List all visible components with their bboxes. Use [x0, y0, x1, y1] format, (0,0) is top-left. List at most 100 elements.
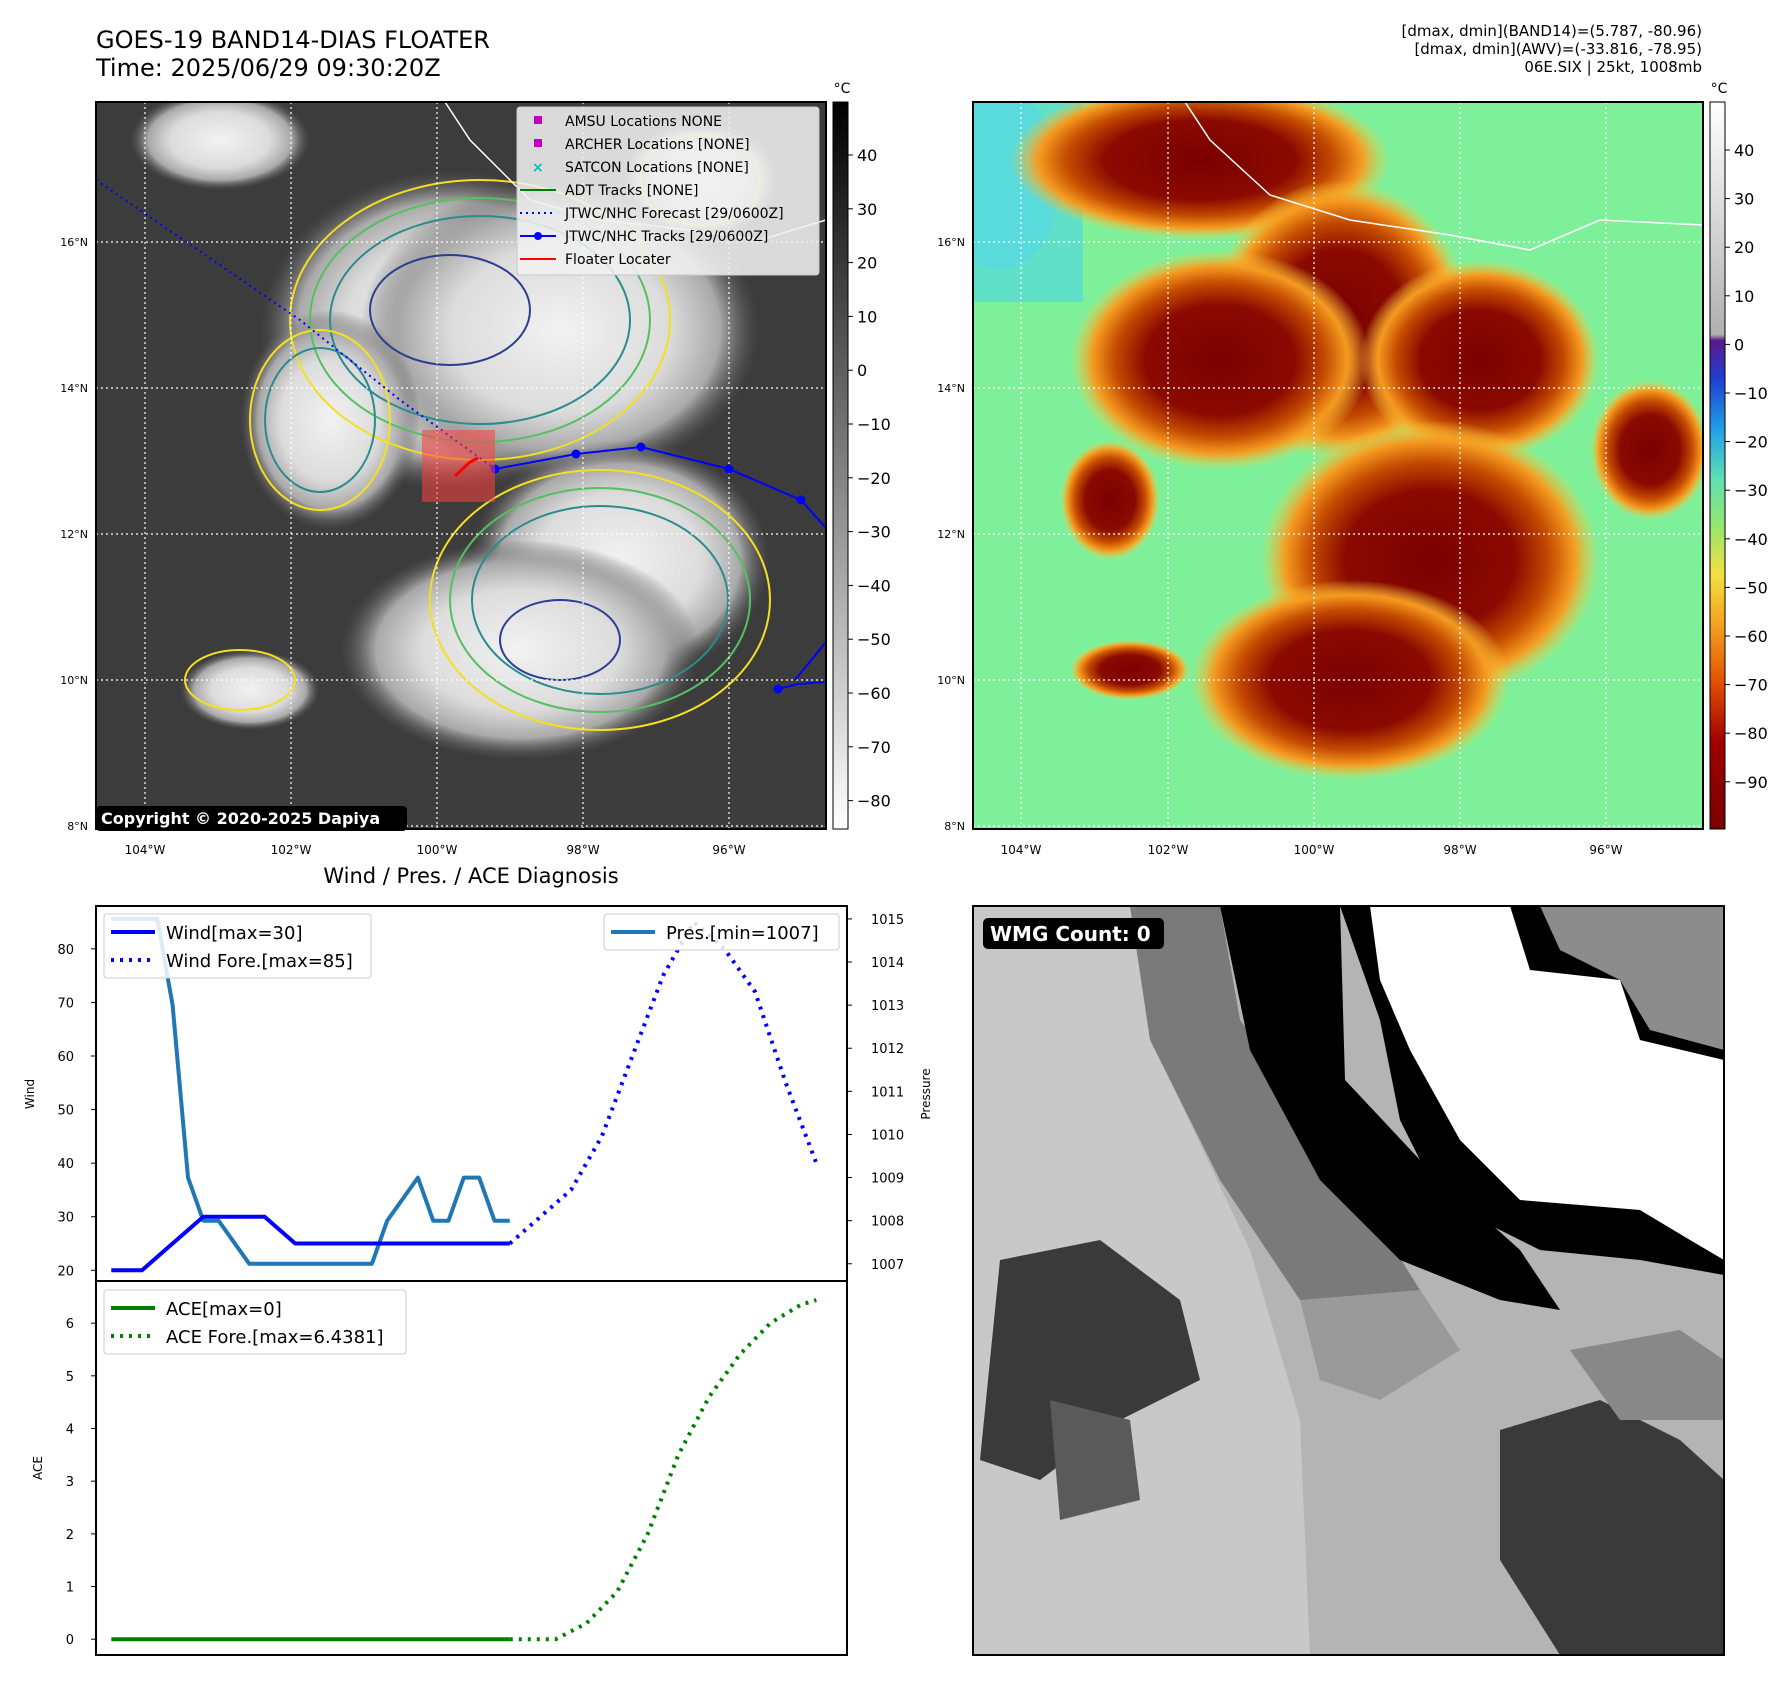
ace-y-axis: 0 1 2 3 4 5 6	[66, 1317, 96, 1648]
y-tick-label: 1007	[871, 1258, 904, 1273]
copyright-text: Copyright © 2020-2025 Dapiya	[101, 809, 380, 828]
figure-info: [dmax, dmin](BAND14)=(5.787, -80.96) [dm…	[1402, 22, 1702, 76]
colorbar-tick-label: −40	[1734, 530, 1768, 549]
y-tick-label: 1008	[871, 1215, 904, 1230]
wmg-panel: WMG Count: 0	[972, 905, 1725, 1656]
colorbar-tick-label: 10	[1734, 287, 1754, 306]
left-map-lat-ticks: 16°N 14°N 12°N 10°N 8°N	[60, 236, 88, 833]
info-line-2: [dmax, dmin](AWV)=(-33.816, -78.95)	[1414, 40, 1702, 58]
y-tick-label: 1011	[871, 1085, 904, 1100]
lon-tick: 98°W	[1443, 843, 1476, 857]
diagnosis-panel: Wind / Pres. / ACE Diagnosis 20304050607…	[23, 864, 933, 1656]
wmg-count: WMG Count: 0	[990, 922, 1151, 946]
colorbar-tick-label: 10	[857, 307, 877, 326]
lon-tick: 96°W	[1589, 843, 1622, 857]
ir-map-panel: AMSU Locations NONE ARCHER Locations [NO…	[60, 81, 891, 857]
jtwc-track	[490, 442, 826, 694]
title-line-2: Time: 2025/06/29 09:30:20Z	[96, 54, 441, 82]
colorbar-unit: °C	[834, 81, 851, 97]
colorbar-tick-label: −60	[1734, 627, 1768, 646]
y-tick-label: 30	[57, 1211, 74, 1226]
colorbar-tick-label: −10	[1734, 384, 1768, 403]
colorbar-tick-label: 30	[857, 200, 877, 219]
floater-locater-line	[453, 456, 479, 478]
satcon-x-icon: ×	[532, 160, 544, 176]
awv-map-imagery	[973, 102, 1703, 829]
y-tick-label: 1009	[871, 1172, 904, 1187]
colorbar-tick-label: 30	[1734, 190, 1754, 209]
info-line-1: [dmax, dmin](BAND14)=(5.787, -80.96)	[1401, 22, 1702, 40]
colorbar-tick-label: 20	[1734, 238, 1754, 257]
colorbar-tick-label: −50	[857, 630, 891, 649]
info-line-3: 06E.SIX | 25kt, 1008mb	[1524, 58, 1702, 76]
right-map-lon-ticks: 104°W 102°W 100°W 98°W 96°W	[1001, 843, 1623, 857]
y-tick-label: 80	[57, 943, 74, 958]
colorbar-unit: °C	[1711, 81, 1728, 97]
colorbar-tick-label: 40	[857, 146, 877, 165]
y-tick-label: 4	[66, 1422, 74, 1437]
colorbar-tick-label: −30	[857, 523, 891, 542]
wmg-count-badge	[983, 918, 1164, 949]
pressure-line	[111, 916, 510, 1266]
pressure-y-label: Pressure	[919, 1068, 933, 1119]
y-tick-label: 3	[66, 1475, 74, 1490]
wind-plot	[111, 916, 819, 1273]
wmg-imagery	[973, 906, 1724, 1655]
right-map-lat-ticks: 16°N 14°N 12°N 10°N 8°N	[937, 236, 965, 833]
colorbar-tick-label: −80	[857, 792, 891, 811]
awv-map-panel: 104°W 102°W 100°W 98°W 96°W 16°N 14°N 12…	[937, 81, 1768, 857]
lat-tick: 10°N	[60, 674, 88, 687]
legend-wind-fore: Wind Fore.[max=85]	[166, 951, 353, 972]
y-tick-label: 5	[66, 1370, 74, 1385]
legend-satcon: SATCON Locations [NONE]	[565, 160, 749, 176]
lon-tick: 96°W	[712, 843, 745, 857]
ace-y-label: ACE	[31, 1456, 45, 1480]
colorbar-tick-label: 20	[857, 254, 877, 273]
lon-tick: 98°W	[566, 843, 599, 857]
figure-title: GOES-19 BAND14-DIAS FLOATER Time: 2025/0…	[96, 26, 490, 82]
colorbar-tick-label: 0	[857, 361, 867, 380]
lat-tick: 16°N	[60, 236, 88, 249]
map-legend: AMSU Locations NONE ARCHER Locations [NO…	[516, 106, 820, 276]
colorbar-tick-label: −80	[1734, 724, 1768, 743]
lat-tick: 12°N	[937, 528, 965, 541]
y-tick-label: 20	[57, 1264, 74, 1279]
amsu-marker	[534, 116, 542, 124]
ace-legend: ACE[max=0] ACE Fore.[max=6.4381]	[103, 1289, 407, 1355]
colorbar-tick-label: −70	[1734, 676, 1768, 695]
colorbar-tick-label: −40	[857, 576, 891, 595]
wind-line	[111, 1214, 510, 1273]
colorbar-tick-label: −70	[857, 738, 891, 757]
lat-tick: 8°N	[944, 820, 965, 833]
lat-tick: 10°N	[937, 674, 965, 687]
wind-legend: Wind[max=30] Wind Fore.[max=85]	[103, 913, 372, 979]
colorbar-tick-label: 0	[1734, 335, 1744, 354]
color-colorbar: °C 40 30 20 10 0 −10 −20 −30 −40 −50 −60 −70 −80 −90	[1709, 81, 1768, 830]
y-tick-label: 0	[66, 1633, 74, 1648]
left-map-lon-ticks: 104°W 102°W 100°W 98°W 96°W	[125, 843, 746, 857]
y-tick-label: 70	[57, 996, 74, 1011]
lon-tick: 100°W	[1294, 843, 1335, 857]
colorbar-tick-label: −50	[1734, 578, 1768, 597]
lat-tick: 8°N	[67, 820, 88, 833]
y-tick-label: 6	[66, 1317, 74, 1332]
title-line-1: GOES-19 BAND14-DIAS FLOATER	[96, 26, 490, 54]
lon-tick: 102°W	[271, 843, 312, 857]
wind-y-axis: 20 30 40 50 60 70 80	[57, 943, 96, 1279]
y-tick-label: 40	[57, 1157, 74, 1172]
y-tick-label: 1015	[871, 913, 904, 928]
legend-tracks: JTWC/NHC Tracks [29/0600Z]	[564, 229, 768, 245]
lat-tick: 12°N	[60, 528, 88, 541]
lat-tick: 16°N	[937, 236, 965, 249]
copyright-badge	[96, 806, 407, 831]
archer-marker	[534, 139, 542, 147]
diagnosis-title: Wind / Pres. / ACE Diagnosis	[323, 864, 618, 888]
y-tick-label: 2	[66, 1528, 74, 1543]
legend-archer: ARCHER Locations [NONE]	[565, 137, 750, 153]
colorbar-tick-label: −90	[1734, 773, 1768, 792]
pressure-y-axis: 1007 1008 1009 1010 1011 1012 1013 1014 1015	[847, 913, 904, 1273]
legend-floater: Floater Locater	[565, 252, 671, 268]
lon-tick: 104°W	[125, 843, 166, 857]
floater-box	[422, 430, 495, 502]
